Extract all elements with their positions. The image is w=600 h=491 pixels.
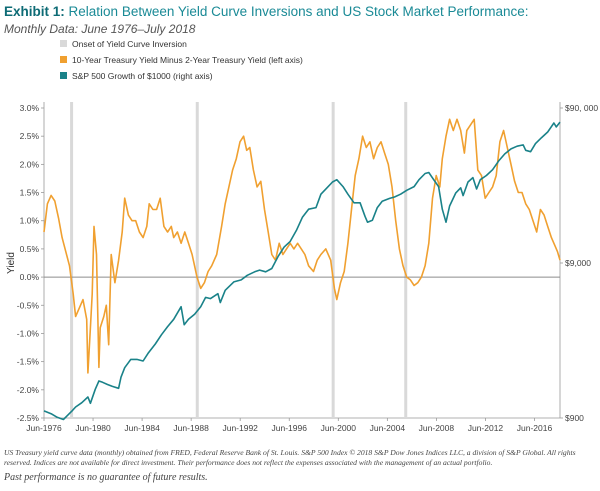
title-text: Relation Between Yield Curve Inversions … (68, 4, 529, 19)
x-tick-1: Jun-1976 (26, 423, 62, 433)
legend-label-1: Onset of Yield Curve Inversion (72, 39, 187, 49)
y-left-tick-4: -1.0% (17, 328, 40, 338)
y-right-tick-2: $9,000 (565, 258, 591, 268)
exhibit-label: Exhibit 1: (4, 4, 65, 19)
x-tick-6: Jun-1996 (272, 423, 308, 433)
sp500-growth-line (43, 121, 561, 421)
x-tick-11: Jun-2016 (517, 423, 553, 433)
y-left-tick-1: -2.5% (17, 413, 40, 423)
legend-swatch-3 (60, 72, 67, 79)
x-tick-9: Jun-2008 (419, 423, 455, 433)
chart-title: Exhibit 1: Relation Between Yield Curve … (4, 4, 529, 19)
x-tick-5: Jun-1992 (222, 423, 258, 433)
legend-swatch-2 (60, 56, 67, 63)
y-left-tick-3: -1.5% (17, 357, 40, 367)
legend-label-3: S&P 500 Growth of $1000 (right axis) (72, 71, 213, 81)
y-left-tick-5: -0.5% (17, 300, 40, 310)
y-right-tick-1: $900 (565, 413, 584, 423)
y-right-tick-3: $90, 000 (565, 103, 598, 113)
legend-label-2: 10-Year Treasury Yield Minus 2-Year Trea… (72, 55, 303, 65)
inversion-onset-bar-1 (70, 102, 74, 418)
y-left-tick-10: 2.0% (20, 159, 40, 169)
y-left-tick-12: 3.0% (20, 103, 40, 113)
y-left-tick-9: 1.5% (20, 188, 40, 198)
y-left-tick-11: 2.5% (20, 131, 40, 141)
y-left-tick-6: 0.0% (20, 272, 40, 282)
x-tick-2: Jun-1980 (75, 423, 111, 433)
yield-spread-line (43, 118, 561, 374)
inversion-onset-bar-2 (195, 102, 199, 418)
legend-swatch-1 (60, 40, 67, 47)
disclaimer: Past performance is no guarantee of futu… (4, 472, 208, 483)
y-left-tick-7: 0.5% (20, 244, 40, 254)
x-tick-7: Jun-2000 (321, 423, 357, 433)
x-tick-4: Jun-1988 (173, 423, 209, 433)
y-axis-label: Yield (6, 252, 17, 274)
chart-subtitle: Monthly Data: June 1976–July 2018 (4, 22, 196, 36)
source-note: US Treasury yield curve data (monthly) o… (4, 448, 576, 467)
inversion-onset-bar-4 (404, 102, 408, 418)
x-tick-3: Jun-1984 (124, 423, 160, 433)
inversion-onset-bar-3 (331, 102, 335, 418)
x-tick-10: Jun-2012 (468, 423, 504, 433)
y-left-tick-8: 1.0% (20, 216, 40, 226)
y-left-tick-2: -2.0% (17, 385, 40, 395)
x-tick-8: Jun-2004 (370, 423, 406, 433)
